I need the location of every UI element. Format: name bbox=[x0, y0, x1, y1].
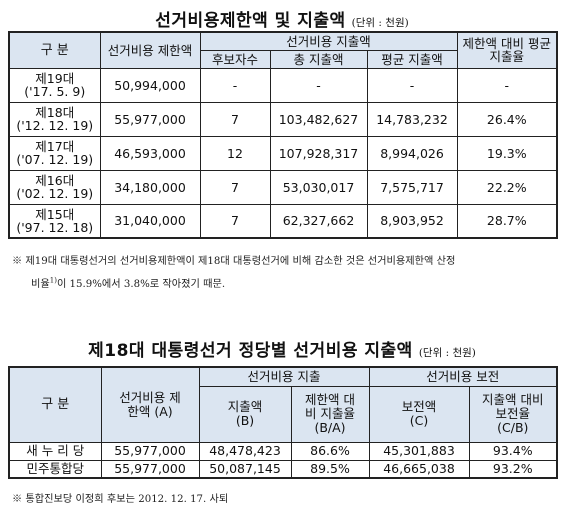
election-cell: 제18대 ('12. 12. 19) bbox=[8, 101, 101, 137]
table2-title-text: 제18대 대통령선거 정당별 선거비용 지출액 bbox=[88, 341, 413, 361]
candidates-cell: 7 bbox=[199, 203, 271, 239]
ratio-cell: 22.2% bbox=[456, 169, 558, 205]
header-limit: 선거비용 제한액 (A) bbox=[100, 366, 200, 443]
election-date: ('12. 12. 19) bbox=[16, 118, 94, 133]
ratio-cell: 26.4% bbox=[456, 101, 558, 137]
header-category: 구 분 bbox=[8, 366, 102, 443]
party-cell: 새 누 리 당 bbox=[8, 441, 102, 461]
header-spending-group: 선거비용 지출액 bbox=[199, 31, 458, 51]
table-row: 민주통합당 55,977,000 50,087,145 89.5% 46,665… bbox=[8, 459, 558, 479]
header-limit: 선거비용 제한액 bbox=[99, 31, 201, 69]
table1-unit: (단위 : 천원) bbox=[351, 17, 409, 29]
header-reimb-group: 선거비용 보전 bbox=[368, 366, 558, 387]
election-name: 제18대 bbox=[35, 105, 75, 120]
spent-cell: 48,478,423 bbox=[198, 441, 292, 461]
reimbursed-cell: 46,665,038 bbox=[368, 459, 470, 479]
table1-note-line2: 비율1)이 15.9%에서 3.8%로 작아졌기 때문. bbox=[31, 275, 225, 290]
note-text-a: 비율 bbox=[31, 279, 50, 290]
election-date: ('17. 5. 9) bbox=[24, 84, 86, 99]
table2-title: 제18대 대통령선거 정당별 선거비용 지출액 (단위 : 천원) bbox=[0, 336, 564, 361]
election-cell: 제16대 ('02. 12. 19) bbox=[8, 169, 101, 205]
limit-cell: 50,994,000 bbox=[99, 67, 201, 103]
header-candidates: 후보자수 bbox=[199, 49, 271, 69]
party-cell: 민주통합당 bbox=[8, 459, 102, 479]
total-cell: - bbox=[269, 67, 368, 103]
reimb-ratio-cell: 93.2% bbox=[468, 459, 558, 479]
header-category: 구 분 bbox=[8, 31, 101, 69]
reimbursed-cell: 45,301,883 bbox=[368, 441, 470, 461]
election-name: 제19대 bbox=[35, 71, 75, 86]
spent-cell: 50,087,145 bbox=[198, 459, 292, 479]
spending-limit-table: 구 분 선거비용 제한액 선거비용 지출액 제한액 대비 평균 지출율 후보자수… bbox=[8, 31, 559, 239]
average-cell: 14,783,232 bbox=[366, 101, 458, 137]
header-spending-group: 선거비용 지출 bbox=[198, 366, 370, 387]
ratio-cell: 19.3% bbox=[456, 135, 558, 171]
candidates-cell: 12 bbox=[199, 135, 271, 171]
table-row: 제19대 ('17. 5. 9) 50,994,000 - - - - bbox=[8, 67, 558, 103]
table1-title: 선거비용제한액 및 지출액 (단위 : 천원) bbox=[0, 6, 564, 31]
table1-note-line1: ※ 제19대 대통령선거의 선거비용제한액이 제18대 대통령선거에 비해 감소… bbox=[12, 256, 456, 267]
total-cell: 53,030,017 bbox=[269, 169, 368, 205]
candidates-cell: 7 bbox=[199, 169, 271, 205]
election-name: 제17대 bbox=[35, 139, 75, 154]
election-name: 제16대 bbox=[35, 173, 75, 188]
header-average: 평균 지출액 bbox=[366, 49, 458, 69]
header-reimb-ratio: 지출액 대비 보전율 (C/B) bbox=[468, 385, 558, 443]
limit-cell: 55,977,000 bbox=[100, 441, 200, 461]
table2-unit: (단위 : 천원) bbox=[418, 347, 476, 359]
candidates-cell: 7 bbox=[199, 101, 271, 137]
spent-ratio-cell: 86.6% bbox=[290, 441, 370, 461]
table-row: 제17대 ('07. 12. 19) 46,593,000 12 107,928,… bbox=[8, 135, 558, 171]
limit-cell: 34,180,000 bbox=[99, 169, 201, 205]
note-text-b: 이 15.9%에서 3.8%로 작아졌기 때문. bbox=[56, 279, 226, 290]
limit-cell: 31,040,000 bbox=[99, 203, 201, 239]
election-cell: 제19대 ('17. 5. 9) bbox=[8, 67, 101, 103]
average-cell: - bbox=[366, 67, 458, 103]
election-cell: 제15대 ('97. 12. 18) bbox=[8, 203, 101, 239]
table-row: 제16대 ('02. 12. 19) 34,180,000 7 53,030,01… bbox=[8, 169, 558, 205]
total-cell: 103,482,627 bbox=[269, 101, 368, 137]
header-total: 총 지출액 bbox=[269, 49, 368, 69]
header-reimbursed: 보전액 (C) bbox=[368, 385, 470, 443]
ratio-cell: - bbox=[456, 67, 558, 103]
table-row: 새 누 리 당 55,977,000 48,478,423 86.6% 45,3… bbox=[8, 441, 558, 461]
note-footnote-mark: 1) bbox=[49, 276, 57, 285]
election-date: ('07. 12. 19) bbox=[16, 152, 94, 167]
table1-title-text: 선거비용제한액 및 지출액 bbox=[155, 11, 346, 31]
total-cell: 62,327,662 bbox=[269, 203, 368, 239]
election-name: 제15대 bbox=[35, 206, 75, 222]
total-cell: 107,928,317 bbox=[269, 135, 368, 171]
table-row: 제15대 ('97. 12. 18) 31,040,000 7 62,327,66… bbox=[8, 203, 558, 239]
spent-ratio-cell: 89.5% bbox=[290, 459, 370, 479]
average-cell: 7,575,717 bbox=[366, 169, 458, 205]
average-cell: 8,903,952 bbox=[366, 203, 458, 239]
party-spending-table: 구 분 선거비용 제한액 (A) 선거비용 지출 선거비용 보전 지출액 (B)… bbox=[8, 366, 559, 479]
election-cell: 제17대 ('07. 12. 19) bbox=[8, 135, 101, 171]
header-spent-ratio: 제한액 대비 지출율 (B/A) bbox=[290, 385, 370, 443]
reimb-ratio-cell: 93.4% bbox=[468, 441, 558, 461]
limit-cell: 46,593,000 bbox=[99, 135, 201, 171]
header-spent: 지출액 (B) bbox=[198, 385, 292, 443]
limit-cell: 55,977,000 bbox=[100, 459, 200, 479]
table-row: 제18대 ('12. 12. 19) 55,977,000 7 103,482,6… bbox=[8, 101, 558, 137]
election-date: ('97. 12. 18) bbox=[16, 219, 94, 235]
average-cell: 8,994,026 bbox=[366, 135, 458, 171]
candidates-cell: - bbox=[199, 67, 271, 103]
header-ratio: 제한액 대비 평균 지출율 bbox=[456, 31, 558, 69]
ratio-cell: 28.7% bbox=[456, 203, 558, 239]
table2-note: ※ 통합진보당 이정희 후보는 2012. 12. 17. 사퇴 bbox=[12, 494, 229, 505]
election-date: ('02. 12. 19) bbox=[16, 186, 94, 201]
limit-cell: 55,977,000 bbox=[99, 101, 201, 137]
